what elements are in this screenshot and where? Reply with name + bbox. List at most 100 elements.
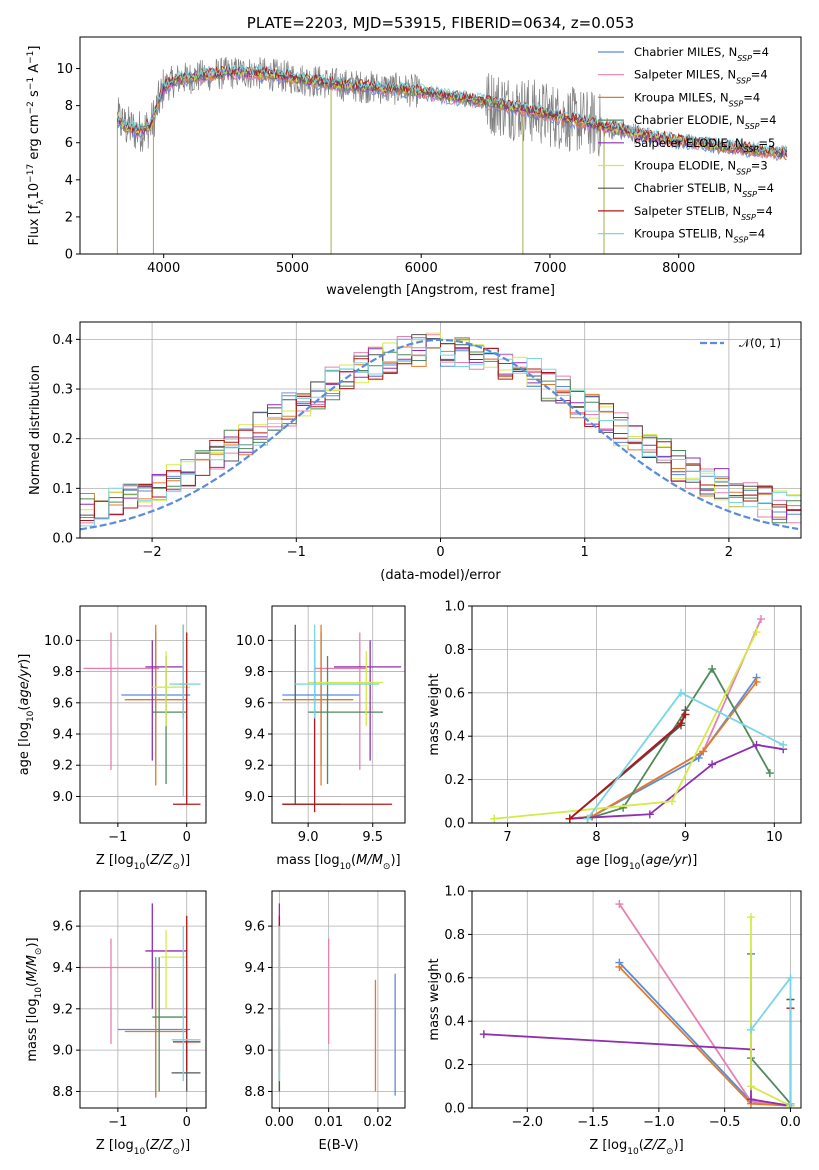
x-axis-label: Z [log10(Z/Z⊙)] [96,1138,190,1157]
legend-label: Chabrier ELODIE, NSSP=4 [634,113,776,131]
y-tick-label: 0.2 [52,432,73,447]
y-tick-label: 0.0 [52,532,73,547]
axes-weight_vs_age: 7 8 9 10 0.0 0.2 0.4 0.6 0.8 1.0 [444,600,802,845]
plot-area [116,56,788,254]
y-tick-label: 9.8 [52,665,73,680]
legend-label: Salpeter STELIB, NSSP=4 [634,204,773,222]
series-line-8 [750,975,792,1104]
y-axis-label: Flux [fλ10−17 erg cm−2 s−1 A−1] [26,46,46,246]
x-tick-label: −1.0 [643,1115,675,1130]
data-point [615,962,624,971]
series-line-7 [569,714,687,820]
data-point [752,740,761,749]
y-tick-label: 0.0 [444,817,465,832]
data-point [779,740,788,749]
legend-label: Salpeter ELODIE, NSSP=5 [634,136,775,154]
x-tick-label: 9.0 [298,830,319,845]
data-point [694,753,703,762]
x-tick-label: −0.5 [709,1115,741,1130]
data-point [708,760,717,769]
y-axis-label: age [log10(age/yr)] [17,654,36,776]
data-point [479,1030,488,1039]
legend-label: Kroupa MILES, NSSP=4 [634,90,760,108]
data-point [786,1099,795,1108]
y-tick-label: 9.0 [244,790,265,805]
data-point [681,710,690,719]
y-tick-label: 9.2 [52,1002,73,1017]
plot-area [278,903,396,1096]
y-tick-label: 0.8 [444,928,465,943]
y-tick-label: 9.4 [52,961,73,976]
y-tick-label: 9.6 [244,920,265,935]
y-tick-label: 10 [56,62,73,77]
plot-area [80,903,201,1098]
y-tick-label: 9.0 [244,1044,265,1059]
y-tick-label: 9.0 [52,790,73,805]
axes-front: 7 8 9 10 0.0 0.2 0.4 0.6 0.8 1.0 [444,600,802,845]
data-point [619,803,628,812]
axes-age_vs_mass: 9.0 9.5 9.0 9.2 9.4 9.6 9.8 10.0 [236,605,406,845]
x-tick-label: 0.01 [314,1115,343,1130]
x-tick-label: 9 [681,830,689,845]
y-tick-label: 8 [65,99,73,114]
data-point [615,900,624,909]
model-spectrum-8 [116,63,788,154]
y-axis-label: mass weight [427,673,442,755]
x-tick-label: 4000 [147,261,180,276]
axes-front: 0.00 0.01 0.02 8.8 9.0 9.2 9.4 9.6 [244,890,406,1130]
y-tick-label: 9.6 [244,696,265,711]
y-tick-label: 1.0 [444,885,465,900]
y-tick-label: 9.4 [244,728,265,743]
y-tick-label: 0.2 [444,773,465,788]
x-tick-label: −2.0 [511,1115,543,1130]
y-tick-label: 9.0 [52,1044,73,1059]
y-tick-label: 10.0 [44,634,73,649]
legend: Chabrier MILES, NSSP=4 Salpeter MILES, NS… [598,45,776,244]
y-tick-label: 9.8 [244,665,265,680]
chart-title: PLATE=2203, MJD=53915, FIBERID=0634, z=0… [247,14,634,32]
axes-mass_vs_Z: −1 0 8.8 9.0 9.2 9.4 9.6 [52,890,207,1130]
y-tick-label: 0.4 [444,730,465,745]
axes-frame [79,890,207,1109]
data-point [746,913,755,922]
axes-frame [471,605,802,824]
data-point [765,769,774,778]
legend-label: Chabrier STELIB, NSSP=4 [634,181,774,199]
x-tick-label: 8000 [662,261,695,276]
y-axis-label: Normed distribution [28,365,43,495]
axes-mass_vs_EBV: 0.00 0.01 0.02 8.8 9.0 9.2 9.4 9.6 [244,890,406,1130]
x-tick-label: −1.5 [577,1115,609,1130]
x-tick-label: 1 [581,545,589,560]
x-tick-label: 0.02 [363,1115,392,1130]
y-tick-label: 0.3 [52,383,73,398]
y-tick-label: 0.6 [444,971,465,986]
x-axis-label: age [log10(age/yr)] [576,853,698,872]
series-line-3 [587,667,771,820]
data-point [752,677,761,686]
plot-area [83,624,201,805]
series-line-0 [618,961,791,1107]
data-point [645,810,654,819]
x-tick-label: −1 [108,1115,127,1130]
y-tick-label: 9.6 [52,920,73,935]
axes-front: −1 0 8.8 9.0 9.2 9.4 9.6 [52,890,207,1130]
legend-label: 𝒩(0, 1) [739,336,781,350]
x-axis-label: (data-model)/error [380,568,501,583]
x-tick-label: 6000 [405,261,438,276]
axes-frame [79,605,207,824]
axes-age_vs_Z: −1 0 9.0 9.2 9.4 9.6 9.8 10.0 [44,605,207,845]
y-tick-label: 8.8 [52,1085,73,1100]
data-point [565,814,574,823]
axes-frame [471,890,802,1109]
y-tick-label: 10.0 [236,634,265,649]
x-tick-label: −1 [287,545,306,560]
series-line-2 [569,681,758,820]
x-tick-label: 2 [725,545,733,560]
data-point [756,615,765,624]
x-tick-label: 0 [183,1115,191,1130]
axes-frame [271,890,406,1109]
axes-frame [271,605,406,824]
plot-area [479,900,795,1108]
data-point [490,814,499,823]
